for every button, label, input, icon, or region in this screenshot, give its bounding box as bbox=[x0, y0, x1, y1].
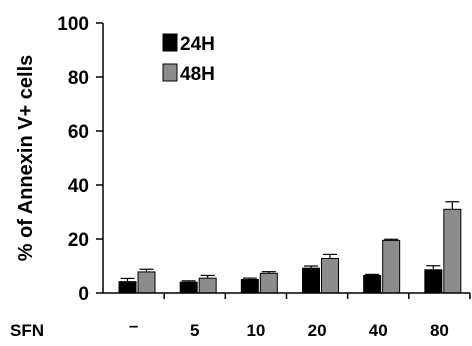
bar-48h-4 bbox=[382, 239, 401, 294]
x-tick-label: 20 bbox=[308, 321, 327, 340]
bar-24h-5 bbox=[424, 269, 443, 294]
legend-swatch-48h bbox=[162, 63, 178, 82]
y-tick-label: 20 bbox=[68, 230, 89, 251]
bar-24h-2 bbox=[240, 279, 259, 294]
bar-24h-0 bbox=[118, 281, 137, 294]
y-tick-label: 60 bbox=[68, 122, 89, 143]
x-tick-label: – bbox=[129, 316, 138, 335]
x-tick-label: 40 bbox=[369, 321, 388, 340]
bar-24h-3 bbox=[302, 267, 320, 294]
bar-48h-0 bbox=[137, 271, 156, 294]
x-tick-label: 10 bbox=[246, 321, 265, 340]
x-tick-label: 80 bbox=[430, 321, 449, 340]
y-tick-label: 100 bbox=[57, 14, 89, 35]
bars bbox=[118, 201, 462, 294]
legend-label-24h: 24H bbox=[180, 34, 215, 55]
bar-48h-1 bbox=[198, 277, 217, 294]
x-axis: – 5 10 20 40 80 bbox=[103, 292, 471, 340]
bar-48h-2 bbox=[259, 272, 278, 294]
y-axis: 0 20 40 60 80 100 bbox=[57, 14, 104, 305]
legend-label-48h: 48H bbox=[180, 64, 215, 85]
legend-swatch-24h bbox=[162, 33, 178, 52]
y-tick-label: 0 bbox=[78, 284, 89, 305]
y-axis-title: % of Annexin V+ cells bbox=[15, 55, 37, 262]
x-axis-prefix-label: SFN bbox=[10, 321, 44, 340]
y-tick-label: 80 bbox=[68, 68, 89, 89]
bar-24h-4 bbox=[363, 274, 382, 294]
bar-24h-1 bbox=[179, 281, 198, 294]
y-tick-label: 40 bbox=[68, 176, 89, 197]
bar-48h-5 bbox=[443, 208, 462, 294]
bar-48h-3 bbox=[321, 257, 339, 294]
x-tick-label: 5 bbox=[190, 321, 199, 340]
